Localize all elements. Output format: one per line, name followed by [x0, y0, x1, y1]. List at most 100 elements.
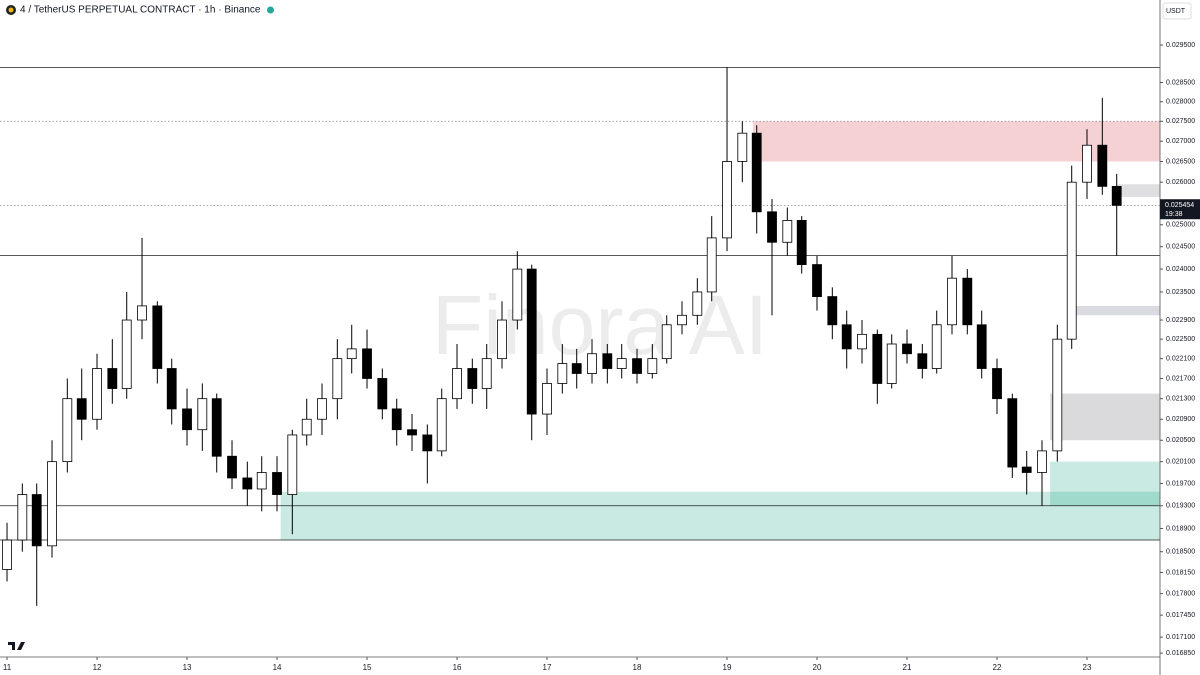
- candle-body: [1082, 144, 1092, 183]
- candle-body: [857, 333, 867, 350]
- candle-body: [872, 333, 883, 384]
- candle-body: [2, 539, 12, 570]
- x-tick-label: 23: [1083, 663, 1092, 672]
- y-tick-label: 0.026000: [1166, 179, 1195, 186]
- x-tick-label: 11: [3, 663, 12, 672]
- x-tick-label: 14: [273, 663, 282, 672]
- candle-body: [557, 363, 568, 384]
- zone: [1050, 393, 1160, 441]
- chart-title: 4 / TetherUS PERPETUAL CONTRACT · 1h · B…: [20, 5, 261, 16]
- x-tick-label: 22: [993, 663, 1002, 672]
- y-tick-label: 0.023500: [1166, 289, 1195, 296]
- x-tick-label: 21: [903, 663, 912, 672]
- last-price-label: 0.025454: [1165, 202, 1194, 209]
- candle-body: [632, 358, 642, 374]
- y-tick-label: 0.018900: [1166, 525, 1195, 532]
- x-tick-label: 13: [183, 663, 192, 672]
- y-tick-label: 0.024000: [1166, 266, 1195, 273]
- y-tick-label: 0.020500: [1166, 437, 1195, 444]
- candle-body: [452, 368, 462, 400]
- candle-body: [272, 472, 282, 495]
- y-tick-label: 0.028500: [1166, 79, 1195, 86]
- y-tick-label: 0.029500: [1166, 42, 1195, 49]
- candle-body: [1066, 181, 1077, 340]
- y-tick-label: 0.017100: [1166, 634, 1195, 641]
- candle-body: [481, 358, 492, 389]
- candle-body: [301, 418, 312, 436]
- candle-body: [947, 277, 957, 326]
- candle-body: [512, 268, 523, 321]
- y-tick-label: 0.022500: [1166, 336, 1195, 343]
- candle-body: [722, 161, 732, 239]
- candle-body: [92, 368, 102, 420]
- y-tick-label: 0.018500: [1166, 549, 1195, 556]
- candle-body: [242, 477, 253, 490]
- tv-logo: [8, 642, 25, 650]
- x-tick-label: 20: [813, 663, 822, 672]
- candle-body: [76, 398, 87, 420]
- y-tick-label: 0.026500: [1166, 158, 1195, 165]
- y-tick-label: 0.022900: [1166, 317, 1195, 324]
- candle-body: [812, 264, 822, 297]
- candle-body: [827, 296, 838, 326]
- zone: [753, 121, 1160, 162]
- candle-body: [737, 132, 748, 162]
- unit-box: [1162, 2, 1192, 20]
- x-tick-label: 18: [633, 663, 642, 672]
- candle-body: [992, 368, 1002, 400]
- candle-body: [677, 314, 687, 326]
- candle-body: [197, 398, 208, 431]
- candle-body: [152, 305, 163, 369]
- candle-body: [782, 220, 793, 243]
- symbol-icon-inner: [8, 7, 14, 13]
- unit: USDT: [1166, 8, 1186, 15]
- candle-body: [166, 368, 177, 410]
- candle-body: [542, 383, 552, 415]
- x-tick-label: 17: [543, 663, 552, 672]
- live-indicator: [266, 6, 274, 14]
- candle-body: [1021, 466, 1032, 473]
- x-tick-label: 12: [93, 663, 102, 672]
- candle-body: [182, 408, 192, 431]
- zone: [1117, 184, 1160, 197]
- y-tick-label: 0.020100: [1166, 458, 1195, 465]
- last-price-box: [1160, 199, 1200, 220]
- candle-body: [692, 291, 703, 316]
- candle-body: [796, 220, 807, 265]
- candle-body: [62, 398, 73, 463]
- y-tick-label: 0.027000: [1166, 138, 1195, 145]
- candle-body: [526, 268, 537, 415]
- zone: [280, 491, 1161, 541]
- candle-body: [287, 434, 298, 495]
- candle-body: [1052, 338, 1063, 452]
- y-tick-label: 0.016850: [1166, 650, 1195, 657]
- x-tick-label: 15: [363, 663, 372, 672]
- candle-body: [362, 348, 372, 379]
- candle-body: [317, 398, 327, 420]
- candle-body: [107, 368, 118, 389]
- candle-body: [436, 398, 447, 452]
- y-tick-label: 0.019300: [1166, 503, 1195, 510]
- x-tick-label: 19: [723, 663, 732, 672]
- zone: [1050, 461, 1160, 506]
- candle-body: [931, 324, 942, 369]
- candle-body: [616, 358, 627, 369]
- y-tick-label: 0.022100: [1166, 355, 1195, 362]
- candle-body: [1037, 450, 1047, 473]
- candle-body: [256, 472, 267, 490]
- levels: [0, 66, 1160, 541]
- candle-body: [467, 368, 478, 389]
- candle-body: [587, 353, 597, 374]
- candle-body: [1007, 398, 1018, 468]
- candle-body: [422, 434, 433, 452]
- y-tick-label: 0.027500: [1166, 118, 1195, 125]
- candle-body: [886, 343, 897, 384]
- watermark: Finora AI: [432, 278, 768, 372]
- y-tick-label: 0.019700: [1166, 480, 1195, 487]
- y-tick-label: 0.020900: [1166, 416, 1195, 423]
- candle-body: [706, 237, 717, 293]
- candle-body: [121, 319, 132, 389]
- candle-body: [647, 358, 658, 374]
- candle-body: [377, 378, 388, 410]
